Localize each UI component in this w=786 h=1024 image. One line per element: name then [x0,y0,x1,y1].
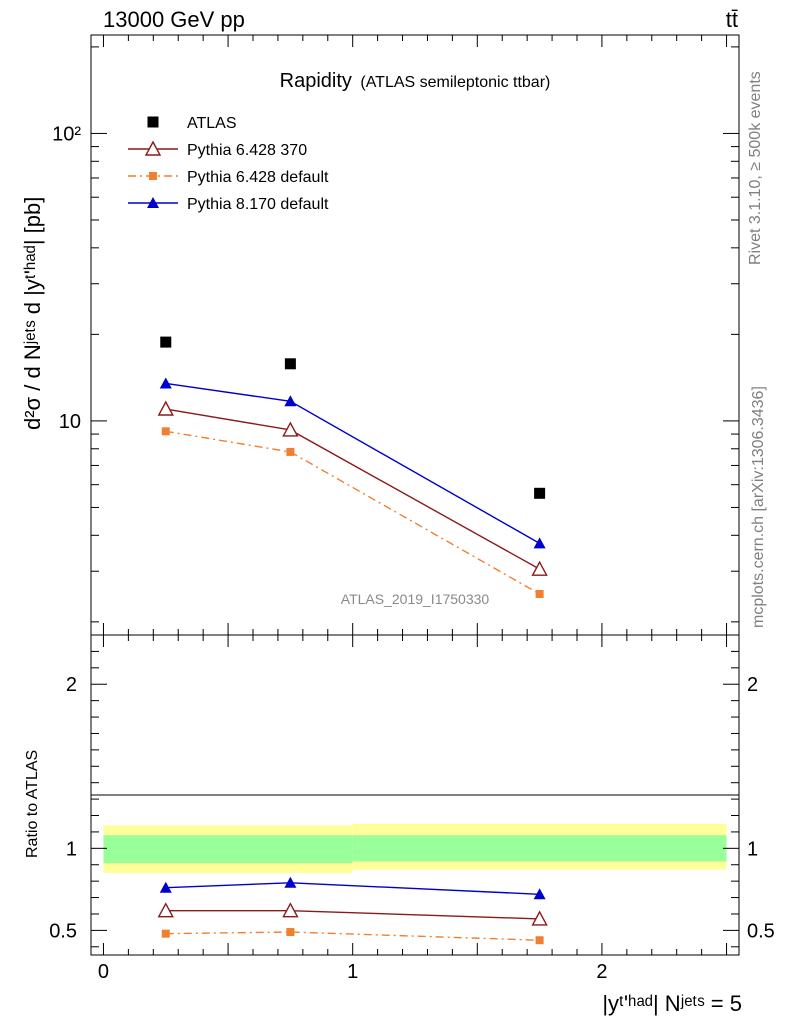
ratio-line-1 [165,931,540,941]
main-point-3-1 [284,395,297,407]
main-point-2-1 [286,447,295,456]
main-panel: 10 10² Rapidity (ATLAS semileptonic ttbar… [20,34,740,636]
legend-label-0: ATLAS [187,115,237,132]
ratio-series-markers [157,876,548,945]
main-line-1 [165,408,540,570]
ratio-y-tick-label-left-0: 0.5 [49,920,77,942]
main-point-2-0 [161,427,170,436]
ratio-y-tick-label-left-2: 2 [66,674,77,696]
main-point-0-2 [534,487,546,499]
legend-marker-3 [147,197,159,208]
main-point-0-1 [284,358,296,370]
main-series-lines [165,382,540,595]
x-tick-label-0: 0 [98,961,109,983]
legend-marker-1 [144,140,162,156]
ratio-frame [90,634,740,956]
legend-marker-0 [147,116,159,128]
legend-label-3: Pythia 8.170 default [187,196,329,213]
title-sub: (ATLAS semileptonic ttbar) [360,74,550,91]
analysis-id: ATLAS_2019_I1750330 [341,591,490,607]
ratio-series-lines [165,882,540,941]
main-y-axis-label: d²σ / d Nʲᵉᵗˢ d |yᵗ'ʰᵃᵈ| [pb] [20,197,45,430]
ratio-point-0-0 [157,902,174,918]
ratio-y-tick-label-right-1: 1 [747,838,758,860]
ratio-band-inner-0 [103,835,353,864]
ratio-y-tick-label-right-2: 2 [747,674,758,696]
main-point-3-2 [533,537,546,549]
rivet-label: Rivet 3.1.10, ≥ 500k events [747,71,764,265]
ratio-y-axis-label: Ratio to ATLAS [24,750,41,858]
x-axis-label: |yᵗ'ʰᵃᵈ| Nʲᵉᵗˢ = 5 [602,991,742,1016]
ratio-point-0-2 [531,910,548,926]
ratio-uncertainty-bands [103,823,727,873]
ratio-line-0 [165,909,540,920]
energy-label: 13000 GeV pp [103,7,245,32]
ratio-point-2-1 [284,876,297,888]
main-y-tick-label-0: 10 [59,411,81,433]
main-point-2-2 [535,589,544,598]
ratio-band-inner-1 [352,835,727,862]
legend-label-1: Pythia 6.428 370 [187,142,307,159]
ratio-y-tick-label-left-1: 1 [66,838,77,860]
ratio-point-2-2 [533,888,546,900]
legend: ATLAS Pythia 6.428 370 Pythia 6.428 defaul… [128,115,329,213]
main-series-markers [157,336,548,598]
main-ticks: 10 10² [52,35,739,635]
chart-title: Rapidity (ATLAS semileptonic ttbar) [280,70,551,92]
main-point-0-0 [160,336,172,348]
ratio-point-1-1 [286,928,295,937]
x-tick-label-2: 2 [596,961,607,983]
main-y-tick-label-1: 10² [52,123,81,145]
legend-label-2: Pythia 6.428 default [187,169,329,186]
legend-marker-2 [149,172,157,180]
mcplots-label: mcplots.cern.ch [arXiv:1306.3436] [750,386,767,628]
ratio-line-2 [165,882,540,895]
ratio-y-tick-label-right-0: 0.5 [747,920,775,942]
x-tick-label-1: 1 [347,961,358,983]
ratio-panel: 0.5 0.5 1 1 2 2 0 1 2 Ratio to ATLAS |yᵗ'ʰᵃᵈ| Nʲ… [24,634,775,1016]
ratio-ticks: 0.5 0.5 1 1 2 2 0 1 2 [49,634,775,983]
ratio-point-1-0 [161,929,170,938]
process-label: tt̄ [726,7,738,32]
ratio-point-1-2 [535,936,544,945]
main-point-1-2 [531,560,548,576]
main-point-1-0 [157,400,174,416]
main-line-2 [165,430,540,595]
main-line-3 [165,382,540,544]
main-point-1-1 [282,421,299,437]
ratio-point-2-0 [159,881,172,893]
ratio-point-0-1 [282,902,299,918]
title-main: Rapidity [280,70,352,92]
main-point-3-0 [159,377,172,389]
